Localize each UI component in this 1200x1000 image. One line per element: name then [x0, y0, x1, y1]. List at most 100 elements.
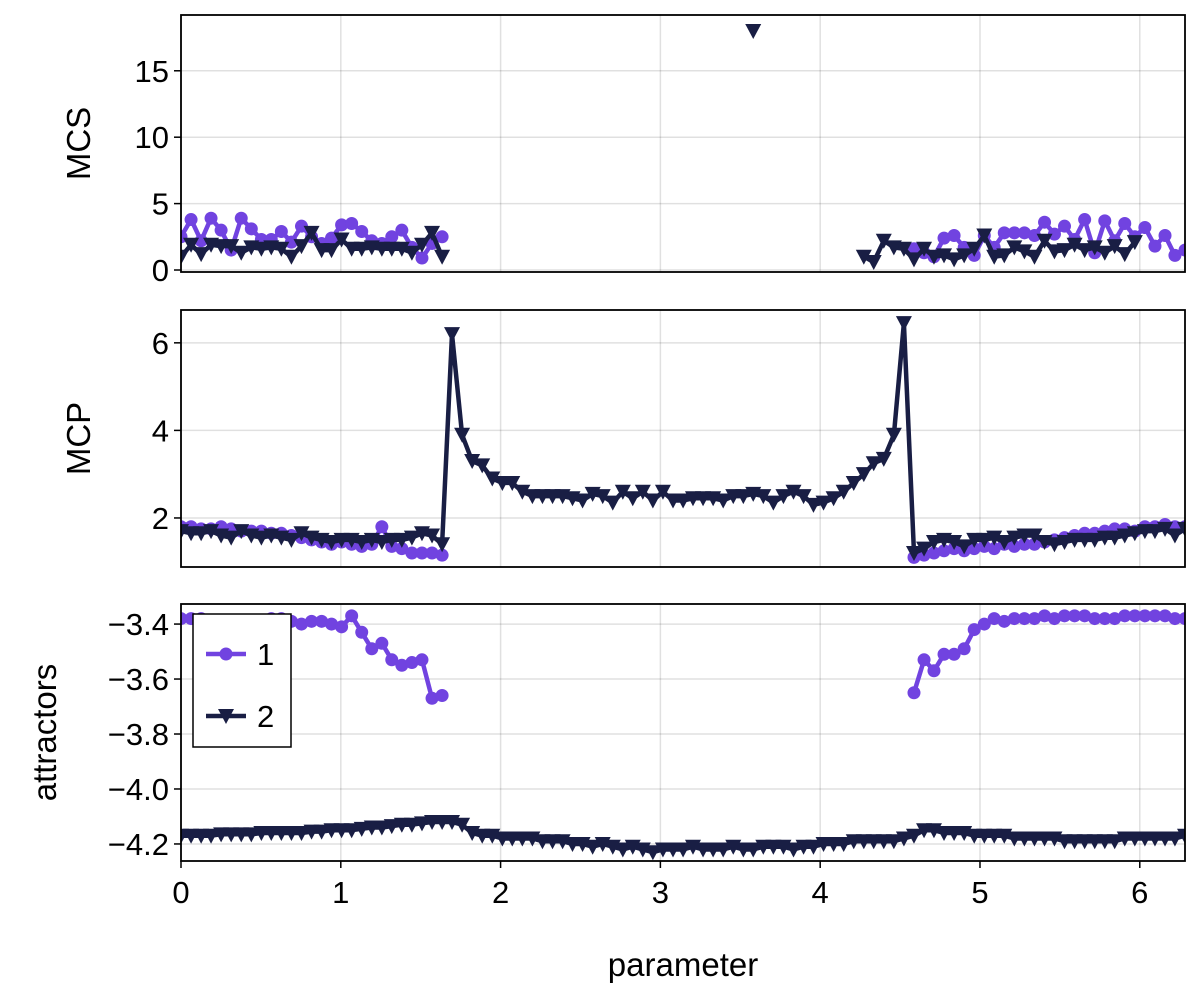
data-point: [1108, 612, 1122, 626]
data-point: [665, 842, 682, 858]
data-point: [293, 526, 310, 542]
data-point: [927, 664, 941, 678]
data-point: [1006, 240, 1023, 256]
y-tick-label: −3.6: [108, 662, 169, 697]
data-point: [967, 542, 981, 556]
data-point: [415, 251, 429, 265]
data-point: [1076, 243, 1093, 259]
data-point: [415, 546, 429, 560]
data-point: [534, 834, 551, 850]
data-point: [675, 493, 692, 509]
data-point: [1126, 831, 1143, 847]
data-point: [303, 824, 320, 840]
data-point: [303, 225, 320, 241]
y-tick-label: 5: [152, 187, 169, 222]
data-point: [966, 828, 983, 844]
data-point: [895, 316, 912, 332]
data-point: [335, 620, 349, 634]
data-point: [1128, 609, 1142, 623]
data-point: [825, 491, 842, 507]
legend-label: 2: [257, 699, 274, 734]
data-point: [1158, 228, 1172, 242]
data-point: [214, 223, 228, 237]
data-point: [1116, 831, 1133, 847]
data-point: [1046, 244, 1063, 260]
data-point: [435, 689, 449, 703]
y-tick-label: −3.8: [108, 717, 169, 752]
data-point: [203, 828, 220, 844]
x-tick-label: 4: [812, 875, 829, 910]
data-point: [976, 532, 993, 548]
data-point: [1118, 609, 1132, 623]
data-point: [1007, 539, 1021, 553]
x-axis-label: parameter: [608, 946, 758, 983]
data-point: [865, 834, 882, 850]
data-point: [1038, 215, 1052, 229]
data-point: [1086, 834, 1103, 850]
x-tick-label: 6: [1131, 875, 1148, 910]
data-point: [1166, 831, 1183, 847]
y-tick-label: −4.2: [108, 827, 169, 862]
data-point: [1158, 609, 1172, 623]
data-point: [1027, 228, 1041, 242]
x-tick-label: 3: [652, 875, 669, 910]
data-point: [223, 239, 240, 255]
data-point: [925, 249, 942, 265]
data-point: [785, 484, 802, 500]
data-point: [435, 230, 449, 244]
data-point: [1006, 530, 1023, 546]
data-point: [474, 828, 491, 844]
data-point: [634, 484, 651, 500]
data-point: [1098, 214, 1112, 228]
y-tick-label: 6: [152, 326, 169, 361]
data-point: [1168, 248, 1182, 262]
data-point: [1136, 524, 1153, 540]
data-point: [1066, 532, 1083, 548]
data-point: [1086, 532, 1103, 548]
x-tick-label: 2: [492, 875, 509, 910]
data-point: [947, 228, 961, 242]
data-point: [283, 532, 300, 548]
data-point: [1148, 609, 1162, 623]
data-point: [584, 839, 601, 855]
data-point: [715, 842, 732, 858]
data-point: [283, 249, 300, 265]
data-point: [1036, 233, 1053, 249]
data-point: [204, 211, 218, 225]
data-point: [1047, 612, 1061, 626]
y-tick-label: 2: [152, 501, 169, 536]
data-point: [345, 609, 359, 623]
data-point: [1116, 528, 1133, 544]
data-point: [294, 219, 308, 233]
panel-frame: [180, 309, 1186, 568]
data-point: [1016, 244, 1033, 260]
data-point: [373, 535, 390, 551]
data-point: [865, 456, 882, 472]
data-point: [695, 842, 712, 858]
data-point: [966, 241, 983, 257]
x-tick-label: 5: [971, 875, 988, 910]
data-point: [395, 542, 409, 556]
data-point: [363, 820, 380, 836]
data-point: [253, 530, 270, 546]
data-point: [715, 493, 732, 509]
data-point: [735, 489, 752, 505]
data-point: [895, 241, 912, 257]
data-point: [375, 636, 389, 650]
data-point: [1076, 834, 1093, 850]
data-point: [424, 814, 441, 830]
data-point: [845, 475, 862, 491]
data-point: [243, 827, 260, 843]
data-point: [454, 817, 471, 833]
data-point: [544, 489, 561, 505]
data-point: [1138, 609, 1152, 623]
data-point: [907, 242, 921, 256]
series-group: [181, 316, 1185, 564]
data-point: [986, 828, 1003, 844]
data-point: [946, 252, 963, 268]
data-point: [534, 489, 551, 505]
data-point: [343, 241, 360, 257]
data-point: [946, 825, 963, 841]
y-tick-label: 4: [152, 413, 169, 448]
data-point: [574, 493, 591, 509]
